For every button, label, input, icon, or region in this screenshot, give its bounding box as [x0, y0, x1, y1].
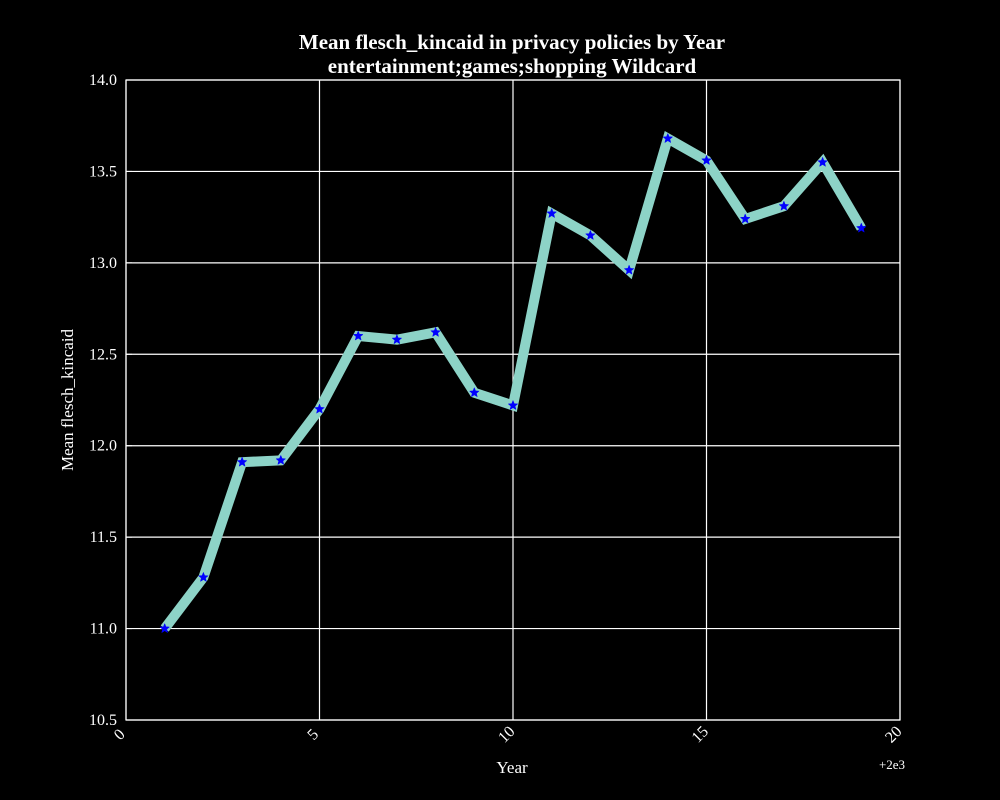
data-point-marker	[855, 222, 867, 233]
y-tick-label: 12.0	[89, 438, 117, 455]
data-series	[159, 131, 867, 634]
x-axis-label: Year	[496, 758, 528, 777]
y-tick-label: 12.5	[89, 346, 117, 363]
data-point-marker	[430, 326, 441, 337]
data-point-marker	[546, 207, 558, 219]
data-point-marker	[662, 132, 674, 144]
x-axis-offset-label: +2e3	[879, 757, 905, 772]
data-point-marker	[778, 200, 790, 211]
y-axis-label: Mean flesch_kincaid	[58, 328, 77, 471]
data-point-marker	[468, 387, 480, 398]
data-point-marker	[352, 330, 364, 341]
data-point-marker	[623, 264, 635, 275]
data-point-marker	[159, 622, 171, 634]
data-point-marker	[507, 399, 519, 411]
data-point-marker	[236, 456, 248, 467]
data-point-marker	[817, 156, 828, 167]
chart-title: Mean flesch_kincaid in privacy policies …	[299, 30, 725, 54]
y-axis-ticks: 10.5 11.0 11.5 12.0 12.5 13.0 13.5 14.0	[89, 72, 132, 729]
data-point-marker	[391, 333, 403, 345]
y-tick-label: 13.0	[89, 255, 117, 272]
data-point-marker	[739, 213, 751, 224]
chart-subtitle: entertainment;games;shopping Wildcard	[328, 54, 697, 78]
y-tick-label: 11.5	[90, 529, 117, 546]
y-tick-label: 13.5	[89, 163, 117, 180]
data-point-marker	[198, 571, 209, 582]
data-point-marker	[585, 229, 596, 241]
y-tick-label: 10.5	[89, 712, 117, 729]
plot-frame	[125, 79, 901, 721]
data-point-marker	[701, 154, 712, 166]
y-tick-label: 14.0	[89, 72, 117, 89]
data-point-marker	[275, 454, 287, 465]
data-point-marker	[314, 403, 325, 414]
y-tick-label: 11.0	[90, 621, 117, 638]
